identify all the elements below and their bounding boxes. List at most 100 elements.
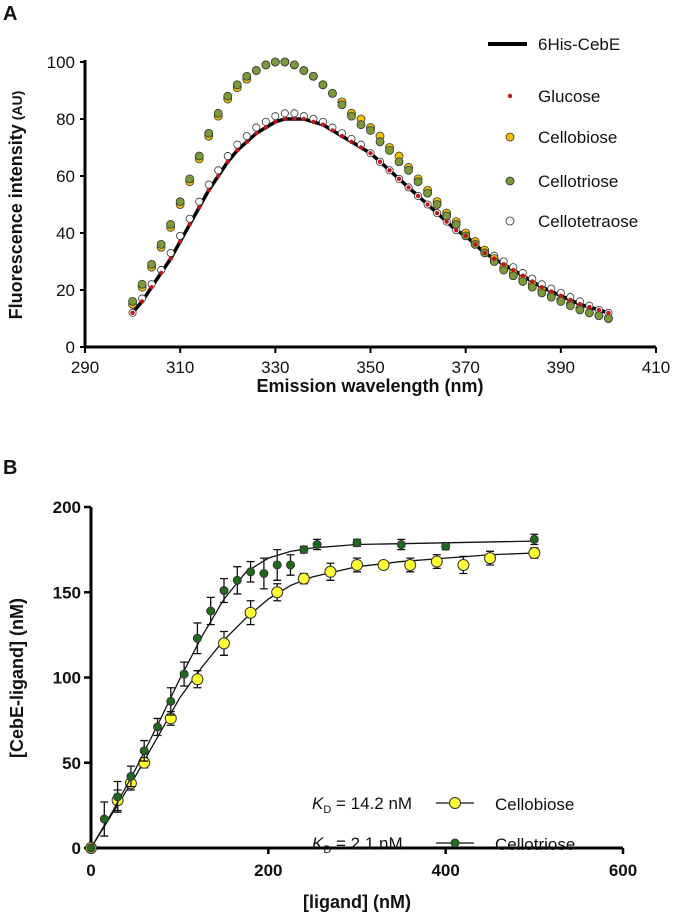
point-glucose [206,188,211,193]
kd-value: = 2.1 nM [331,834,402,853]
point-glucose [425,202,430,207]
point-glucose [330,128,335,133]
point-cellotriose [396,540,406,550]
y-tick-label: 150 [53,583,81,602]
y-tick-label: 200 [53,498,81,517]
point-glucose [273,119,278,125]
x-tick-label: 330 [261,358,289,377]
point-glucose [339,133,345,139]
point-cellotriose [366,125,375,135]
legend-label-cellotriose: Cellotriose [495,835,575,854]
point-glucose [254,131,259,136]
point-glucose [453,227,459,233]
point-cellotetraose [280,109,289,118]
point-cellobiose [324,565,337,578]
point-cellotriose [451,220,461,229]
point-cellotriose [423,188,433,198]
kd-label-cellobiose: KD = 14.2 nM [312,794,412,816]
point-cellotriose [272,560,282,570]
legend-label-cellobiose: Cellobiose [538,128,617,147]
x-tick-label: 390 [547,358,575,377]
kd-symbol: K [312,794,324,813]
point-cellobiose [484,552,496,565]
point-cellotriose [286,560,295,570]
point-cellotriose [232,575,242,585]
legend-marker-glucose [507,93,513,99]
point-cellotriose [251,66,261,75]
x-tick-label: 0 [86,861,95,880]
y-tick-label: 20 [56,281,75,300]
point-cellotriose [529,534,539,544]
kd-symbol: K [312,834,324,853]
point-glucose [472,242,478,247]
point-cellotetraose [261,117,270,126]
point-glucose [587,304,592,310]
point-glucose [511,267,516,273]
point-cellotriose [308,71,318,81]
x-tick-label: 600 [609,861,637,880]
point-glucose [292,116,297,122]
point-glucose [492,256,497,261]
point-glucose [596,307,602,313]
chart-a-ylabel-unit: (AU) [9,91,25,121]
point-cellotriose [289,60,299,70]
x-tick-label: 290 [71,358,99,377]
point-cellotriose [442,211,452,221]
point-cellotriose [499,265,509,275]
point-cellotriose [404,165,413,175]
point-cellotriose [299,545,309,555]
point-cellobiose [191,673,204,686]
point-cellotriose [204,128,214,138]
point-cellotriose [508,271,518,281]
point-cellotriose [518,277,528,286]
x-tick-label: 310 [166,358,194,377]
point-glucose [463,233,468,239]
point-cellotriose [242,71,252,81]
point-cellotriose [128,296,137,306]
chart-a-xlabel: Emission wavelength (nm) [256,376,483,396]
point-glucose [444,219,449,224]
point-cellotetraose [271,112,280,121]
point-cellotriose [86,843,96,853]
point-glucose [482,250,487,256]
y-tick-label: 0 [72,839,81,858]
point-cellotriose [147,259,157,269]
point-cellotetraose [185,214,194,223]
point-cellotetraose [252,123,261,132]
point-glucose [358,145,364,150]
point-glucose [349,139,354,144]
point-glucose [225,159,230,164]
point-glucose [168,256,173,261]
point-cellotriose [375,137,385,147]
point-cellotriose [556,296,566,306]
x-tick-label: 350 [356,358,384,377]
point-cellotriose [223,91,233,101]
point-glucose [235,148,240,153]
y-tick-label: 100 [53,669,81,688]
point-cellotriose [270,57,280,67]
kd-subscript: D [323,804,331,816]
point-glucose [139,299,145,304]
point-glucose [187,222,192,227]
point-cellotriose [280,57,290,67]
point-glucose [539,284,544,290]
point-cellotetraose [223,152,232,161]
point-glucose [530,279,535,284]
legend-label-cellobiose: Cellobiose [495,795,574,814]
point-cellotriose [259,568,269,578]
point-cellotriose [153,722,162,732]
point-glucose [368,151,373,156]
point-cellotetraose [176,231,185,240]
point-glucose [406,185,411,190]
point-cellotriose [394,157,404,167]
point-glucose [320,122,326,127]
point-cellotriose [126,771,136,781]
point-cellotriose [99,814,109,824]
point-cellotriose [219,586,229,596]
point-cellotriose [185,174,195,184]
point-cellotriose [175,197,185,207]
x-tick-label: 370 [451,358,479,377]
point-cellotetraose [233,140,242,149]
point-cellobiose [528,547,541,560]
point-cellotriose [139,746,149,756]
